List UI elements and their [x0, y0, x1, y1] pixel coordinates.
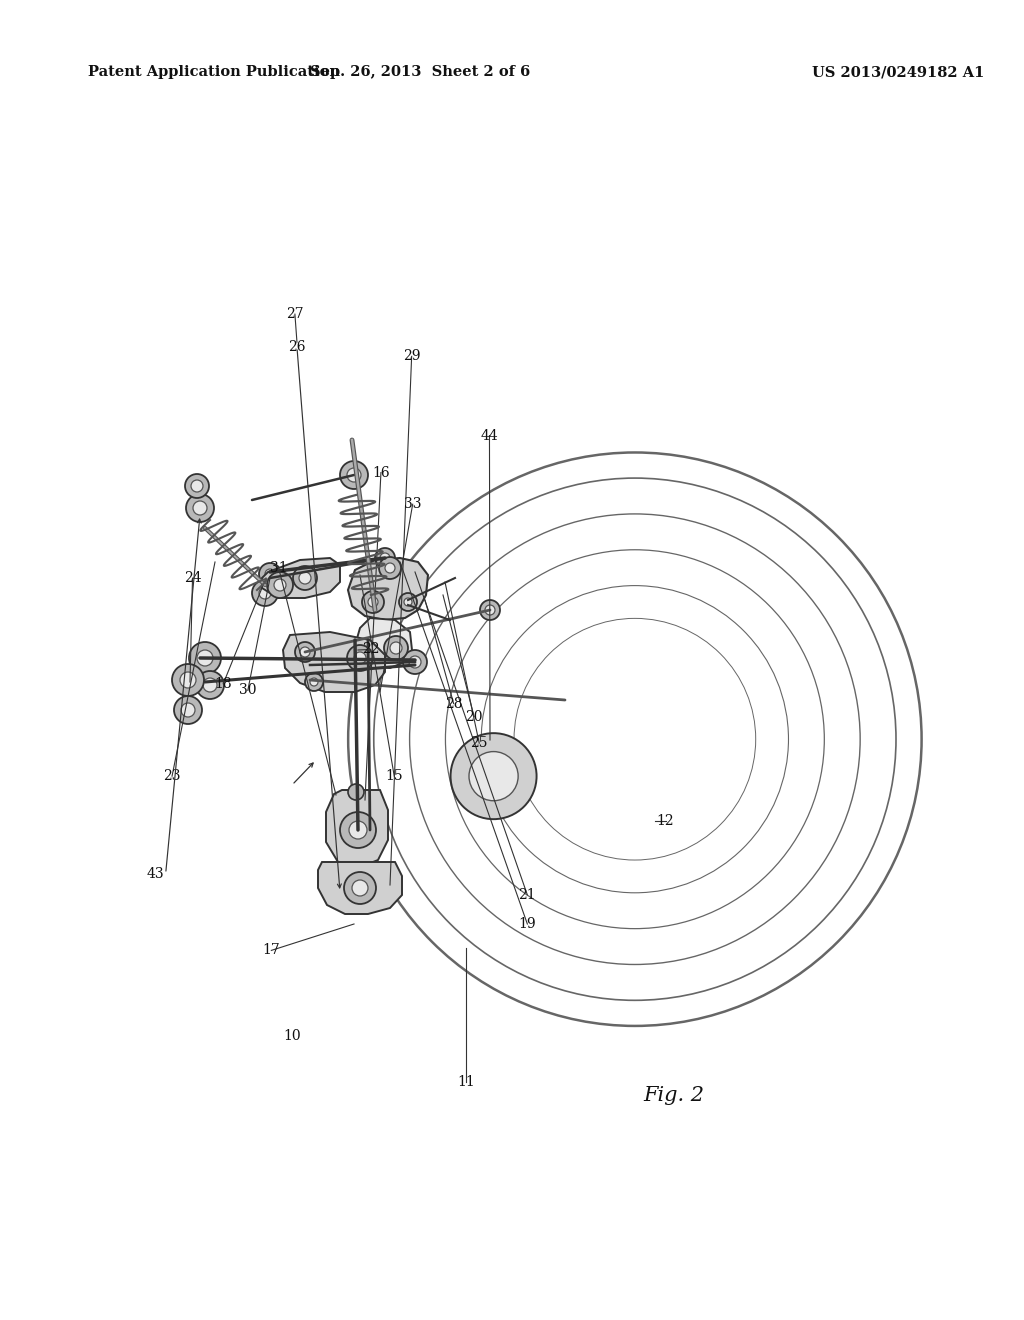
Circle shape: [305, 673, 323, 690]
Circle shape: [300, 647, 310, 657]
Circle shape: [340, 461, 368, 488]
Polygon shape: [318, 862, 402, 913]
Circle shape: [354, 652, 366, 664]
Circle shape: [379, 557, 401, 579]
Text: 15: 15: [385, 770, 403, 783]
Circle shape: [274, 579, 286, 591]
Polygon shape: [348, 558, 428, 620]
Text: 10: 10: [283, 1030, 301, 1043]
Circle shape: [347, 469, 361, 482]
Text: 12: 12: [656, 814, 675, 828]
Text: 11: 11: [457, 1076, 475, 1089]
Text: 44: 44: [480, 429, 499, 442]
Text: 16: 16: [372, 466, 390, 479]
Circle shape: [348, 784, 364, 800]
Circle shape: [469, 751, 518, 801]
Circle shape: [186, 494, 214, 521]
Text: 31: 31: [269, 561, 288, 574]
Text: 26: 26: [288, 341, 306, 354]
Polygon shape: [356, 618, 412, 668]
Circle shape: [352, 880, 368, 896]
Polygon shape: [262, 558, 340, 598]
Circle shape: [340, 812, 376, 847]
Circle shape: [362, 591, 384, 612]
Text: 20: 20: [465, 710, 483, 723]
Text: 25: 25: [470, 737, 488, 750]
Circle shape: [181, 704, 195, 717]
Circle shape: [451, 733, 537, 820]
Circle shape: [259, 587, 271, 599]
Circle shape: [203, 678, 217, 692]
Text: 43: 43: [146, 867, 165, 880]
Circle shape: [347, 645, 373, 671]
Circle shape: [399, 593, 417, 611]
Circle shape: [265, 569, 275, 579]
Circle shape: [310, 678, 318, 686]
Circle shape: [380, 553, 390, 564]
Circle shape: [344, 873, 376, 904]
Text: 21: 21: [518, 888, 537, 902]
Text: Fig. 2: Fig. 2: [643, 1086, 705, 1105]
Circle shape: [390, 642, 402, 653]
Text: 30: 30: [239, 684, 257, 697]
Circle shape: [409, 656, 421, 668]
Text: Patent Application Publication: Patent Application Publication: [88, 65, 340, 79]
Circle shape: [368, 597, 378, 607]
Circle shape: [196, 671, 224, 700]
Circle shape: [172, 664, 204, 696]
Circle shape: [403, 649, 427, 675]
Text: US 2013/0249182 A1: US 2013/0249182 A1: [812, 65, 984, 79]
Circle shape: [295, 642, 315, 663]
Text: 27: 27: [286, 308, 304, 321]
Circle shape: [293, 566, 317, 590]
Text: 23: 23: [163, 770, 181, 783]
Text: 33: 33: [403, 498, 422, 511]
Circle shape: [252, 579, 278, 606]
Circle shape: [480, 601, 500, 620]
Circle shape: [189, 642, 221, 675]
Text: 17: 17: [262, 944, 281, 957]
Circle shape: [174, 696, 202, 723]
Circle shape: [299, 572, 311, 583]
Circle shape: [404, 598, 412, 606]
Circle shape: [197, 649, 213, 667]
Circle shape: [267, 572, 293, 598]
Text: 24: 24: [183, 572, 202, 585]
Circle shape: [375, 548, 395, 568]
Circle shape: [485, 605, 495, 615]
Text: 22: 22: [361, 643, 380, 656]
Text: 19: 19: [518, 917, 537, 931]
Polygon shape: [283, 632, 385, 692]
Circle shape: [349, 821, 367, 840]
Circle shape: [191, 480, 203, 492]
Circle shape: [384, 636, 408, 660]
Text: 29: 29: [402, 350, 421, 363]
Circle shape: [385, 564, 395, 573]
Circle shape: [185, 474, 209, 498]
Circle shape: [193, 502, 207, 515]
Text: 18: 18: [214, 677, 232, 690]
Text: Sep. 26, 2013  Sheet 2 of 6: Sep. 26, 2013 Sheet 2 of 6: [310, 65, 530, 79]
Polygon shape: [326, 789, 388, 869]
Circle shape: [259, 564, 281, 585]
Circle shape: [180, 672, 196, 688]
Text: 28: 28: [444, 697, 463, 710]
